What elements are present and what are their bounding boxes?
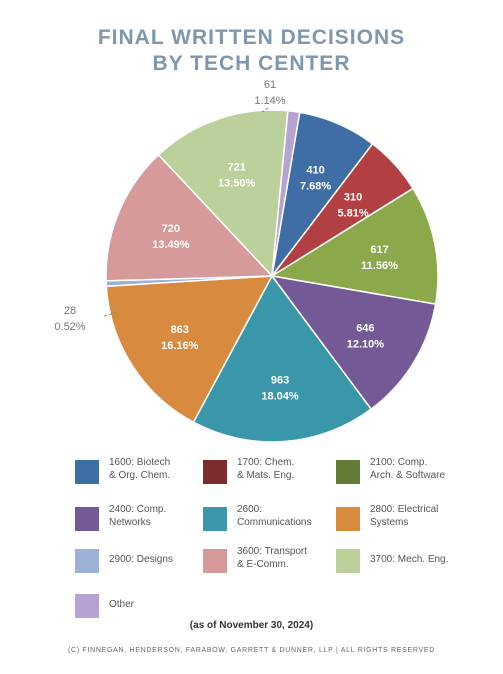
legend-label: 2900: Designs xyxy=(109,554,173,565)
pie-slice-2600 xyxy=(192,274,373,443)
leader-line xyxy=(261,107,269,113)
slice-value-label: 61 xyxy=(264,79,276,91)
slice-value-label: 963 xyxy=(271,374,289,386)
chart-title-line-2: BY TECH CENTER xyxy=(152,52,351,75)
slice-value-label: 310 xyxy=(344,191,362,203)
legend-item-2900: 2900: Designs xyxy=(75,545,225,579)
legend-label: 1600: Biotech & Org. Chem. xyxy=(109,457,171,481)
slice-percent-label: 1.14% xyxy=(254,95,285,107)
slice-percent-label: 5.81% xyxy=(337,207,368,219)
legend-label: 1700: Chem. & Mats. Eng. xyxy=(237,457,295,481)
legend-item-2600: 2600: Communications xyxy=(203,503,353,537)
slice-percent-label: 12.10% xyxy=(347,338,385,350)
slice-percent-label: 7.68% xyxy=(300,180,331,192)
slice-value-label: 863 xyxy=(171,324,189,336)
legend-item-1600: 1600: Biotech & Org. Chem. xyxy=(75,456,225,490)
slice-percent-label: 13.49% xyxy=(152,239,190,251)
legend-item-2400: 2400: Comp. Networks xyxy=(75,503,225,537)
legend-item-3700: 3700: Mech. Eng. xyxy=(336,545,486,579)
pie-slice-2400 xyxy=(270,274,437,411)
slice-percent-label: 16.16% xyxy=(161,340,199,352)
slice-percent-label: 18.04% xyxy=(261,390,299,402)
legend-swatch xyxy=(203,549,227,573)
slice-value-label: 617 xyxy=(370,244,388,256)
pie-slice-3600 xyxy=(105,153,274,282)
slice-percent-label: 11.56% xyxy=(361,260,398,272)
legend-item-3600: 3600: Transport & E-Comm. xyxy=(203,545,353,579)
legend-swatch xyxy=(336,549,360,573)
legend-swatch xyxy=(203,507,227,531)
slice-value-label: 646 xyxy=(356,322,374,334)
as-of-date: (as of November 30, 2024) xyxy=(189,620,314,631)
leader-line xyxy=(103,311,119,317)
pie-slice-2100 xyxy=(269,187,439,306)
copyright-footer: (C) FINNEGAN, HENDERSON, FARABOW, GARRET… xyxy=(67,647,436,654)
legend-label: Other xyxy=(109,599,135,610)
legend-label: 3700: Mech. Eng. xyxy=(370,554,449,565)
legend-swatch xyxy=(203,460,227,484)
legend-item-1700: 1700: Chem. & Mats. Eng. xyxy=(203,456,353,490)
slice-value-label: 720 xyxy=(162,223,180,235)
legend-label: 2100: Comp. Arch. & Software xyxy=(370,457,446,481)
pie-slice-other xyxy=(271,109,301,277)
legend-swatch xyxy=(336,507,360,531)
slice-percent-label: 0.52% xyxy=(54,321,85,333)
pie-slice-2800 xyxy=(105,275,274,424)
legend-label: 2800: Electrical Systems xyxy=(370,504,439,528)
legend-label: 2600: Communications xyxy=(237,504,312,528)
legend-swatch xyxy=(75,507,99,531)
pie-slice-3700 xyxy=(157,109,289,278)
legend-label: 3600: Transport & E-Comm. xyxy=(237,546,308,570)
slice-percent-label: 13.50% xyxy=(218,177,256,189)
legend-item-2100: 2100: Comp. Arch. & Software xyxy=(336,456,486,490)
chart-title-line-1: FINAL WRITTEN DECISIONS xyxy=(97,26,406,49)
legend-item-other: Other xyxy=(75,590,225,624)
slice-value-label: 410 xyxy=(306,164,324,176)
legend-item-2800: 2800: Electrical Systems xyxy=(336,503,486,537)
legend-swatch xyxy=(75,549,99,573)
slice-value-label: 721 xyxy=(227,161,245,173)
legend-swatch xyxy=(75,594,99,618)
legend-swatch xyxy=(336,460,360,484)
slice-value-label: 28 xyxy=(64,305,76,317)
legend-swatch xyxy=(75,460,99,484)
legend-label: 2400: Comp. Networks xyxy=(109,504,167,528)
